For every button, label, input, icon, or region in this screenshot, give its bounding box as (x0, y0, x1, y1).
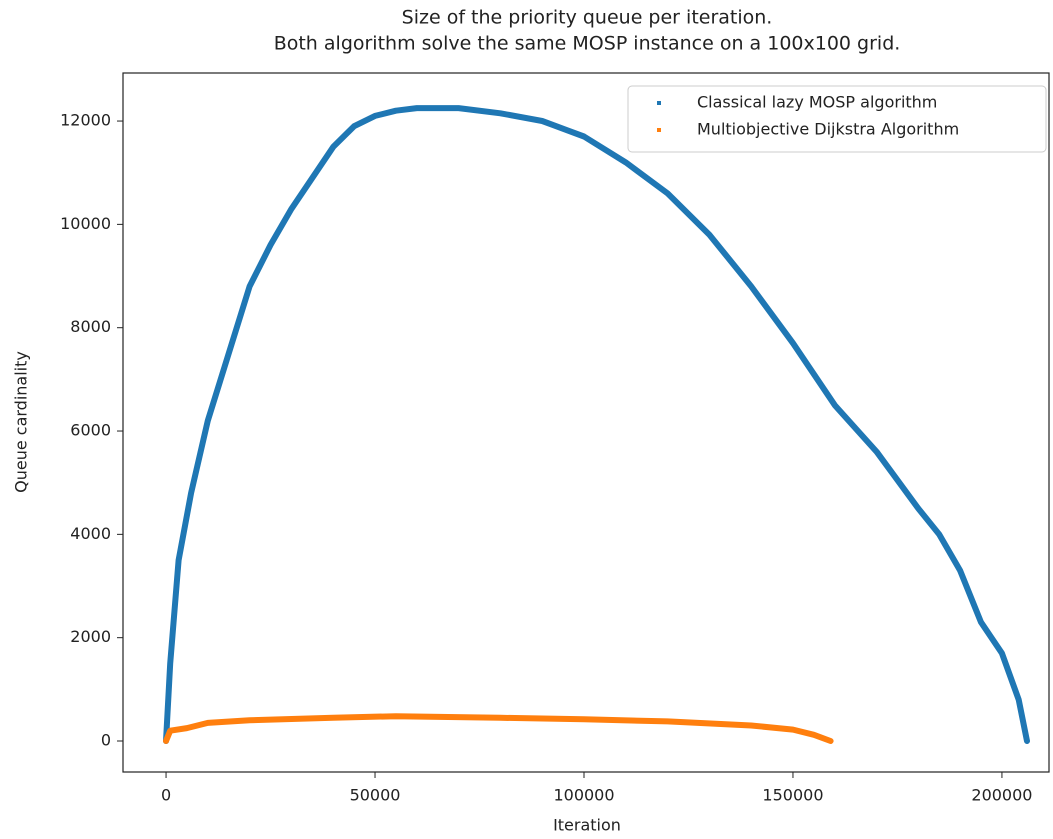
legend-label: Multiobjective Dijkstra Algorithm (697, 120, 959, 139)
y-tick-label: 2000 (70, 627, 111, 646)
x-tick-label: 0 (161, 786, 171, 805)
y-tick-label: 10000 (60, 214, 111, 233)
x-axis-label: Iteration (553, 816, 621, 835)
y-axis-label: Queue cardinality (12, 351, 31, 493)
y-tick-label: 12000 (60, 111, 111, 130)
legend-label: Classical lazy MOSP algorithm (697, 93, 937, 112)
plot-frame (122, 72, 1050, 773)
x-tick-label: 100000 (553, 786, 614, 805)
legend-box (627, 85, 1047, 153)
chart-title: Both algorithm solve the same MOSP insta… (274, 33, 901, 55)
y-tick-label: 6000 (70, 421, 111, 440)
x-tick-label: 150000 (762, 786, 823, 805)
legend-marker (657, 128, 661, 132)
x-tick-label: 200000 (971, 786, 1032, 805)
data-points (163, 105, 1030, 744)
data-points (163, 713, 834, 744)
y-tick-label: 4000 (70, 524, 111, 543)
y-tick-label: 8000 (70, 317, 111, 336)
y-tick-label: 0 (101, 731, 111, 750)
legend-marker (657, 101, 661, 105)
x-tick-label: 50000 (350, 786, 401, 805)
chart-title: Size of the priority queue per iteration… (402, 7, 773, 29)
